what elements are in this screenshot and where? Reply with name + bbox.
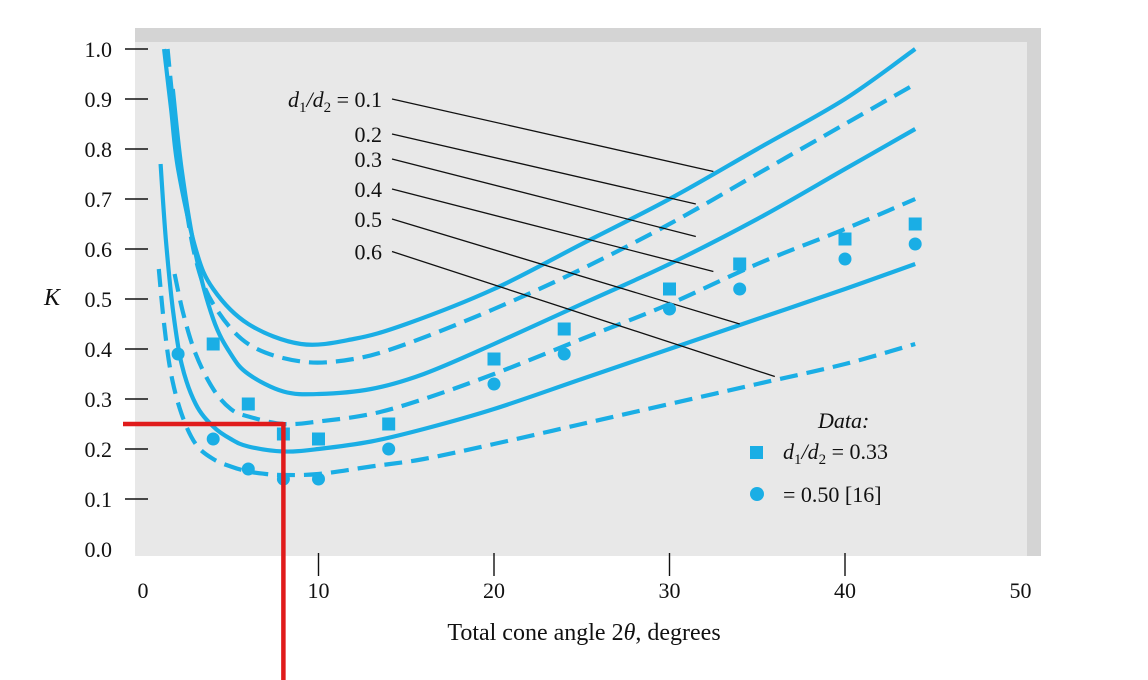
data-circle-point xyxy=(733,282,747,296)
y-tick-label: 0.8 xyxy=(85,137,113,162)
legend-title: Data: xyxy=(817,408,869,433)
data-circle-point xyxy=(908,237,922,251)
data-square-point xyxy=(487,352,501,366)
data-square-point xyxy=(382,417,396,431)
y-tick-label: 0.7 xyxy=(85,187,113,212)
data-square-point xyxy=(733,257,747,271)
data-square-point xyxy=(241,397,255,411)
legend-entry-d1: d xyxy=(783,439,795,464)
curve-label-sub1: 1 xyxy=(299,100,307,116)
leader-line-2 xyxy=(391,133,696,205)
y-axis-label: K xyxy=(43,285,62,311)
x-axis-label-part: , degrees xyxy=(635,620,720,646)
data-square-point xyxy=(663,282,676,296)
x-axis-label: Total cone angle 2θ, degrees xyxy=(447,620,720,646)
data-circle-point xyxy=(838,252,852,266)
legend-entry-value1: = 0.33 xyxy=(826,439,888,464)
curve-label-6: 0.6 xyxy=(355,240,383,265)
data-circle-point xyxy=(171,347,185,361)
legend-entry-d2: /d xyxy=(800,439,820,464)
leader-lines xyxy=(391,98,776,378)
y-tick-label: 1.0 xyxy=(85,37,113,62)
curve-label-1: d1/d2 = 0.1 xyxy=(288,87,382,116)
leader-line-4 xyxy=(391,188,714,273)
series-line-4 xyxy=(172,197,917,427)
data-circle-point xyxy=(487,377,501,391)
legend-square-marker xyxy=(750,446,763,459)
data-points xyxy=(171,217,922,486)
x-tick-label: 50 xyxy=(1010,578,1032,603)
data-square-point xyxy=(557,322,571,336)
leader-line-1 xyxy=(391,98,714,173)
series-line-6 xyxy=(156,268,916,478)
legend-entry-sub2: 2 xyxy=(819,452,827,468)
y-tick-label: 0.0 xyxy=(85,537,113,562)
x-tick-label: 20 xyxy=(483,578,505,603)
legend-circle-marker xyxy=(750,487,764,501)
leader-line-3 xyxy=(391,158,696,238)
data-circle-point xyxy=(663,302,676,316)
curve-label-sub2: 2 xyxy=(324,100,332,116)
data-circle-point xyxy=(557,347,571,361)
data-square-point xyxy=(908,217,922,231)
curve-label-d1: d xyxy=(288,87,300,112)
data-circle-point xyxy=(312,472,325,486)
leader-line-6 xyxy=(391,250,776,378)
curve-label-d2: /d xyxy=(304,87,324,112)
x-tick-label: 10 xyxy=(308,578,330,603)
x-tick-label: 0 xyxy=(138,578,149,603)
curve-label-4: 0.4 xyxy=(355,177,383,202)
data-circle-point xyxy=(241,462,255,476)
curve-label-3: 0.3 xyxy=(355,147,383,172)
y-tick-label: 0.6 xyxy=(85,237,113,262)
y-tick-label: 0.2 xyxy=(85,437,113,462)
legend-entry-circles: = 0.50 [16] xyxy=(783,482,882,507)
leader-line-5 xyxy=(391,218,740,325)
x-tick-label: 30 xyxy=(659,578,681,603)
curve-labels: d1/d2 = 0.1 0.20.3 0.4 0.5 0.6 xyxy=(288,87,382,265)
series-line-3 xyxy=(170,88,917,397)
legend: Data: d1/d2 = 0.33 = 0.50 [16] xyxy=(750,408,888,507)
data-square-point xyxy=(312,432,325,446)
curve-label-2: 0.2 xyxy=(355,122,383,147)
legend-entry-squares: d1/d2 = 0.33 xyxy=(783,439,888,468)
x-tick-label: 40 xyxy=(834,578,856,603)
y-tick-label: 0.9 xyxy=(85,87,113,112)
data-square-point xyxy=(206,337,220,351)
plot-background xyxy=(135,42,1027,556)
curve-label-5: 0.5 xyxy=(355,207,383,232)
x-axis: 0 10 20 30 40 50 xyxy=(138,553,1032,603)
data-circle-point xyxy=(382,442,396,456)
y-tick-label: 0.1 xyxy=(85,487,113,512)
x-axis-label-part: Total cone angle 2 xyxy=(447,620,623,646)
legend-entry-sub1: 1 xyxy=(794,452,802,468)
data-circle-point xyxy=(206,432,220,446)
y-tick-label: 0.3 xyxy=(85,387,113,412)
y-axis: 0.0 0.1 0.2 0.3 0.4 0.5 0.6 0.7 0.8 0.9 1.0 xyxy=(85,37,148,562)
y-tick-label: 0.4 xyxy=(85,337,113,362)
curve-label-value: = 0.1 xyxy=(331,87,382,112)
data-square-point xyxy=(838,232,852,246)
y-tick-label: 0.5 xyxy=(85,287,113,312)
highlight-lines xyxy=(123,421,286,680)
x-axis-label-theta: θ xyxy=(624,620,636,646)
